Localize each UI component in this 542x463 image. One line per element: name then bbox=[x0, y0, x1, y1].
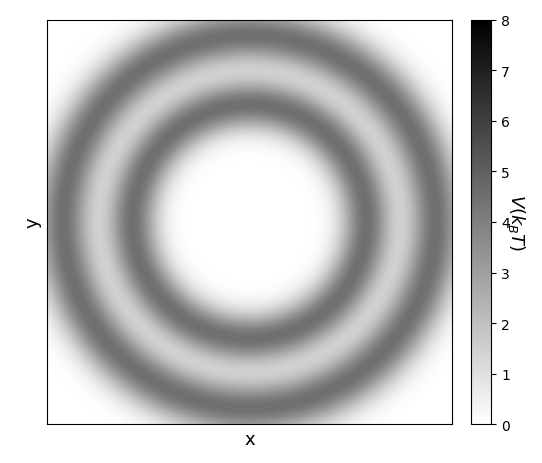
X-axis label: x: x bbox=[244, 430, 255, 448]
Y-axis label: $V(k_BT)$: $V(k_BT)$ bbox=[506, 194, 527, 251]
Y-axis label: y: y bbox=[23, 217, 42, 228]
